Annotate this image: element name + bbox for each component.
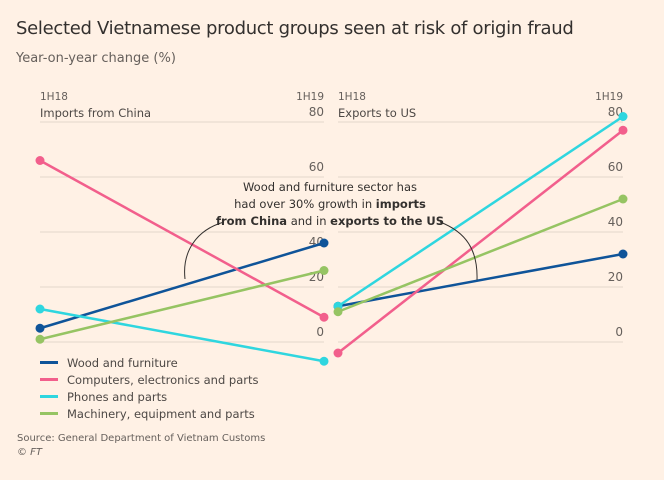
y-tick-label: 60	[608, 160, 623, 174]
data-point	[319, 238, 329, 248]
annotation-line1: Wood and furniture sector has	[243, 180, 417, 194]
legend-swatch	[40, 412, 58, 415]
data-point	[35, 156, 45, 165]
data-point	[319, 312, 329, 322]
annotation-line2: had over 30% growth in imports	[234, 197, 426, 211]
series-line	[39, 241, 325, 330]
legend-label: Machinery, equipment and parts	[67, 406, 255, 421]
series-line	[337, 129, 624, 354]
x-tick-label-start: 1H18	[40, 91, 68, 103]
legend-swatch	[40, 395, 58, 398]
legend-label: Computers, electronics and parts	[67, 372, 259, 387]
data-point	[618, 112, 628, 121]
data-point	[618, 249, 628, 259]
legend-item: Phones and parts	[40, 388, 258, 405]
legend-label: Wood and furniture	[67, 355, 178, 370]
annotation-arrow-left	[184, 221, 225, 280]
x-tick-label-end: 1H19	[296, 91, 324, 103]
data-point	[618, 125, 628, 135]
annotation-arrow-right	[439, 221, 478, 281]
legend-item: Computers, electronics and parts	[40, 371, 258, 388]
legend-item: Machinery, equipment and parts	[40, 405, 258, 422]
panel-title: Exports to US	[338, 106, 416, 120]
source-text: Source: General Department of Vietnam Cu…	[17, 433, 266, 444]
legend-item: Wood and furniture	[40, 354, 258, 371]
chart-title: Selected Vietnamese product groups seen …	[16, 18, 574, 39]
annotation: Wood and furniture sector has had over 3…	[184, 180, 478, 281]
data-point	[333, 348, 343, 358]
copyright: © FT	[17, 447, 43, 458]
y-tick-label: 20	[608, 270, 623, 284]
y-tick-label: 0	[615, 325, 623, 339]
data-point	[35, 334, 45, 344]
y-tick-label: 40	[608, 215, 623, 229]
data-point	[333, 307, 343, 317]
legend-label: Phones and parts	[67, 389, 168, 404]
source-note: Source: General Department of Vietnam Cu…	[17, 432, 265, 460]
data-point	[35, 323, 45, 333]
panel-title: Imports from China	[40, 106, 151, 120]
series-line	[39, 269, 325, 341]
x-tick-label-start: 1H18	[338, 91, 366, 103]
series-line	[39, 307, 325, 363]
y-tick-label: 80	[309, 105, 324, 119]
y-tick-label: 60	[309, 160, 324, 174]
data-point	[319, 266, 329, 275]
series-line	[337, 115, 624, 308]
data-point	[319, 356, 329, 366]
y-tick-label: 0	[316, 325, 324, 339]
x-tick-label-end: 1H19	[595, 91, 623, 103]
chart-subtitle: Year-on-year change (%)	[16, 51, 176, 66]
data-point	[618, 194, 628, 204]
legend-swatch	[40, 378, 58, 381]
legend: Wood and furniture Computers, electronics…	[40, 354, 258, 422]
series-line	[337, 252, 624, 308]
series-line	[39, 159, 325, 319]
data-point	[35, 304, 45, 314]
series-line	[337, 197, 624, 313]
legend-swatch	[40, 361, 58, 364]
annotation-line3: from China and in exports to the US	[216, 214, 444, 228]
